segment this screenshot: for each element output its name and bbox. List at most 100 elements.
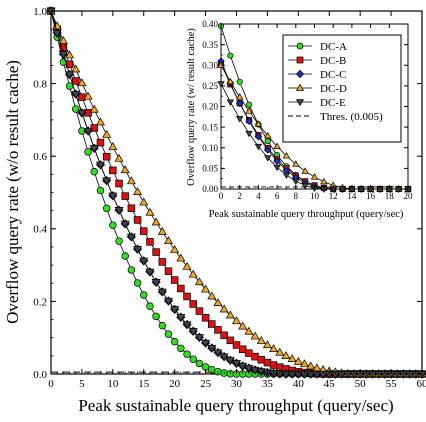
main-point-dc-b (140, 227, 148, 235)
inset-point-dc-d (264, 131, 272, 139)
main-point-dc-e (71, 90, 81, 99)
main-point-dc-e (250, 366, 260, 375)
inset-point-dc-c (264, 146, 272, 154)
main-point-dc-a (189, 355, 197, 363)
main-point-dc-b (164, 267, 173, 275)
inset-x-tick-label: 18 (385, 191, 395, 201)
main-point-dc-e (275, 370, 285, 379)
main-axes: 0 5 10 15 20 25 30 35 40 45 50 55 600.00.20.40.60.81… (33, 6, 426, 390)
main-point-dc-b (146, 238, 154, 246)
main-point-dc-a (177, 344, 185, 353)
main-point-dc-b (257, 356, 265, 364)
inset-point-dc-d (273, 142, 281, 149)
inset-point-dc-e (217, 81, 225, 88)
inset-y-tick-label: 0.30 (202, 60, 218, 70)
main-point-dc-e (349, 370, 359, 379)
main-point-dc-d (262, 340, 272, 349)
main-point-dc-e (405, 370, 415, 379)
main-point-dc-d (58, 36, 68, 44)
main-point-dc-d (176, 253, 186, 262)
main-point-dc-b (170, 276, 179, 284)
main-y-tick-label: 0.8 (33, 78, 47, 90)
inset-point-dc-e (394, 186, 403, 193)
inset-point-dc-d (254, 120, 263, 127)
inset-point-dc-e (357, 186, 365, 193)
main-point-dc-d (114, 153, 124, 162)
inset-x-axis-label: Peak sustainable query throughput (query… (209, 209, 404, 220)
main-point-dc-d (77, 78, 87, 87)
legend-marker-dc-e (295, 99, 305, 107)
main-point-dc-b (102, 152, 111, 161)
main-point-dc-a (195, 359, 204, 368)
main-point-dc-e (151, 279, 161, 287)
inset-point-dc-a (246, 101, 253, 108)
legend-marker-dc-c (295, 69, 305, 79)
main-x-tick-label: 10 (107, 378, 119, 390)
main-point-dc-e (83, 127, 93, 136)
main-point-dc-b (115, 179, 123, 188)
main-point-dc-d (71, 64, 81, 73)
inset-point-dc-a (236, 78, 243, 85)
main-point-dc-a (183, 350, 191, 358)
main-y-tick-label: 0.0 (33, 369, 47, 381)
main-point-dc-b (245, 349, 253, 357)
inset-point-dc-a (227, 52, 234, 59)
main-point-dc-a (102, 204, 111, 213)
main-point-dc-d (250, 331, 260, 340)
legend-marker-dc-d (295, 83, 305, 91)
main-point-dc-d (244, 326, 254, 335)
main-point-dc-d (188, 269, 198, 278)
main-point-dc-d (306, 361, 316, 370)
main-point-dc-b (201, 314, 210, 322)
main-point-dc-d (126, 176, 136, 185)
main-point-dc-b (220, 331, 228, 340)
main-point-dc-a (140, 291, 148, 299)
inset-x-tick-label: 16 (366, 191, 376, 201)
inset-x-tick-label: 20 (404, 191, 414, 201)
main-point-dc-b (189, 300, 197, 308)
main-point-dc-d (65, 50, 75, 59)
inset-point-dc-c (235, 99, 244, 108)
main-y-tick-label: 0.2 (33, 296, 47, 308)
main-x-tick-label: 35 (262, 378, 274, 390)
inset-point-dc-d (310, 173, 319, 180)
main-point-dc-e (194, 334, 204, 343)
main-point-dc-d (275, 347, 285, 356)
main-point-dc-d (269, 344, 279, 353)
inset-point-dc-e (320, 186, 328, 193)
inset-y-tick-label: 0.20 (202, 102, 218, 112)
main-x-tick-label: 60 (417, 378, 426, 390)
inset-x-tick-label: 4 (256, 191, 261, 201)
main-point-dc-e (281, 370, 291, 379)
inset-point-dc-a (264, 138, 271, 145)
legend-marker-dc-a (296, 42, 304, 50)
main-point-dc-d (145, 207, 155, 216)
main-point-dc-a (90, 167, 99, 176)
inset-point-dc-e (273, 164, 281, 172)
main-x-tick-label: 5 (79, 378, 85, 390)
legend-label-dc-b: DC-B (320, 55, 346, 67)
main-x-tick-label: 20 (169, 378, 181, 390)
main-point-dc-d (139, 197, 149, 206)
main-point-dc-a (170, 337, 179, 346)
main-point-dc-d (163, 236, 173, 245)
inset-x-tick-label: 14 (347, 191, 357, 201)
main-point-dc-e (77, 109, 87, 118)
main-x-tick-label: 40 (293, 378, 305, 390)
main-point-dc-d (182, 261, 192, 270)
inset-point-dc-e (292, 178, 300, 186)
main-point-dc-e (133, 246, 143, 254)
main-point-dc-d (219, 304, 229, 313)
inset-x-tick-label: 12 (329, 191, 338, 201)
main-point-dc-e (145, 268, 155, 277)
main-x-tick-label: 0 (48, 378, 54, 390)
main-point-dc-a (71, 105, 80, 113)
inset-point-dc-e (226, 99, 235, 107)
main-y-axis-label: Overflow query rate (w/o result cache) (3, 60, 22, 324)
main-point-dc-d (108, 142, 118, 150)
main-point-dc-e (368, 370, 378, 379)
main-point-dc-d (213, 298, 223, 306)
main-point-dc-e (213, 349, 223, 358)
inset-point-dc-c (273, 157, 281, 165)
